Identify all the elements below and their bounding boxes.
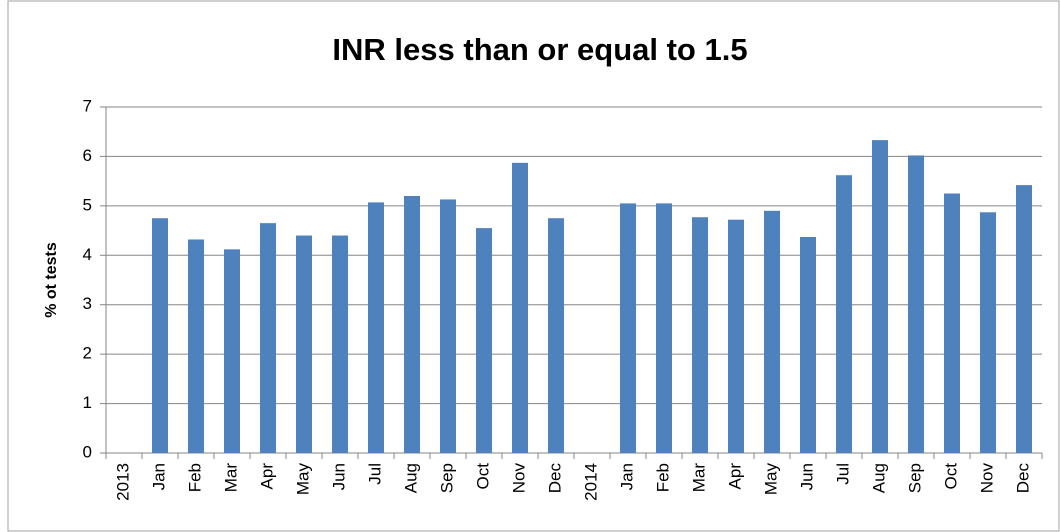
bar	[944, 193, 960, 453]
x-tick-label: May	[761, 463, 780, 496]
bar	[620, 203, 636, 453]
x-tick-label: 2013	[113, 463, 132, 501]
x-tick-label: Mar	[221, 463, 240, 493]
x-tick-label: Jan	[617, 463, 636, 490]
y-axis-label: % ot tests	[43, 242, 60, 318]
bar	[908, 155, 924, 453]
x-tick-label: Feb	[185, 463, 204, 492]
x-tick-label: May	[293, 463, 312, 496]
x-tick-label: Dec	[545, 463, 564, 494]
x-tick-label: Dec	[1013, 463, 1032, 494]
x-tick-label: Nov	[977, 463, 996, 494]
x-tick-label: Apr	[257, 463, 276, 490]
x-tick-label: Nov	[509, 463, 528, 494]
bar	[512, 162, 528, 453]
x-tick-label: Mar	[689, 463, 708, 493]
y-tick-label: 7	[83, 96, 92, 115]
bar	[980, 212, 996, 453]
bar	[368, 202, 384, 453]
x-tick-label: Aug	[401, 463, 420, 493]
bar	[656, 203, 672, 453]
x-tick-label: Apr	[725, 463, 744, 490]
y-tick-label: 0	[83, 442, 92, 461]
x-tick-label: Jul	[365, 463, 384, 485]
y-tick-label: 1	[83, 393, 92, 412]
y-tick-label: 2	[83, 344, 92, 363]
bar	[836, 175, 852, 453]
y-tick-label: 3	[83, 294, 92, 313]
bar	[728, 219, 744, 453]
x-tick-label: Feb	[653, 463, 672, 492]
bar	[764, 210, 780, 453]
bar	[872, 140, 888, 454]
x-tick-label: Oct	[473, 463, 492, 490]
x-tick-label: Jun	[329, 463, 348, 490]
bar	[692, 217, 708, 453]
x-tick-label: Sep	[905, 463, 924, 493]
y-tick-label: 4	[83, 245, 92, 264]
x-tick-label: 2014	[581, 463, 600, 501]
bar	[332, 235, 348, 453]
bar	[440, 199, 456, 453]
bar	[152, 218, 168, 453]
bar	[224, 249, 240, 453]
x-tick-label: Sep	[437, 463, 456, 493]
x-tick-label: Jul	[833, 463, 852, 485]
x-tick-label: Jun	[797, 463, 816, 490]
bar	[296, 235, 312, 453]
bar	[404, 195, 420, 453]
bar	[548, 218, 564, 453]
bar	[1016, 185, 1032, 453]
y-tick-label: 5	[83, 195, 92, 214]
bar	[188, 239, 204, 453]
x-tick-label: Aug	[869, 463, 888, 493]
y-tick-label: 6	[83, 146, 92, 165]
bar	[260, 223, 276, 453]
bar	[476, 228, 492, 453]
bar	[800, 236, 816, 453]
x-tick-label: Oct	[941, 463, 960, 490]
chart-title: INR less than or equal to 1.5	[332, 32, 747, 67]
x-tick-label: Jan	[149, 463, 168, 490]
